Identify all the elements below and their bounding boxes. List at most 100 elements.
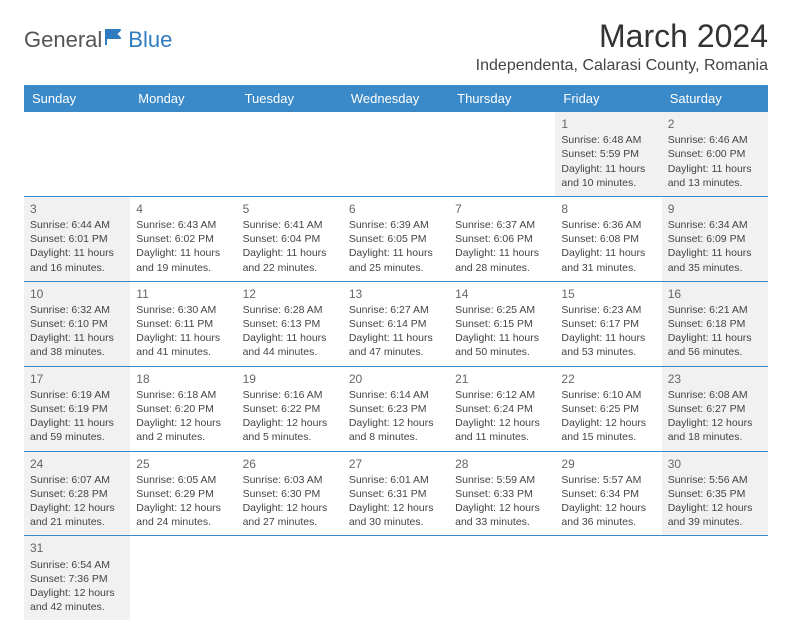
- daylight-text: Daylight: 12 hours and 5 minutes.: [243, 416, 337, 444]
- day-cell: 19Sunrise: 6:16 AMSunset: 6:22 PMDayligh…: [237, 367, 343, 451]
- sunset-text: Sunset: 6:04 PM: [243, 232, 337, 246]
- day-number: 23: [668, 371, 762, 387]
- day-cell: 24Sunrise: 6:07 AMSunset: 6:28 PMDayligh…: [24, 452, 130, 536]
- sunset-text: Sunset: 6:20 PM: [136, 402, 230, 416]
- day-cell: 17Sunrise: 6:19 AMSunset: 6:19 PMDayligh…: [24, 367, 130, 451]
- day-number: 28: [455, 456, 549, 472]
- sunrise-text: Sunrise: 6:54 AM: [30, 558, 124, 572]
- day-number: 21: [455, 371, 549, 387]
- sunset-text: Sunset: 6:33 PM: [455, 487, 549, 501]
- sunrise-text: Sunrise: 6:05 AM: [136, 473, 230, 487]
- daylight-text: Daylight: 11 hours and 59 minutes.: [30, 416, 124, 444]
- sunrise-text: Sunrise: 6:30 AM: [136, 303, 230, 317]
- day-cell: 20Sunrise: 6:14 AMSunset: 6:23 PMDayligh…: [343, 367, 449, 451]
- day-cell: 23Sunrise: 6:08 AMSunset: 6:27 PMDayligh…: [662, 367, 768, 451]
- daylight-text: Daylight: 11 hours and 44 minutes.: [243, 331, 337, 359]
- sunrise-text: Sunrise: 6:46 AM: [668, 133, 762, 147]
- sunrise-text: Sunrise: 6:43 AM: [136, 218, 230, 232]
- day-number: 1: [561, 116, 655, 132]
- daylight-text: Daylight: 12 hours and 42 minutes.: [30, 586, 124, 614]
- sunset-text: Sunset: 6:11 PM: [136, 317, 230, 331]
- logo: General Blue: [24, 18, 172, 53]
- week-row: 10Sunrise: 6:32 AMSunset: 6:10 PMDayligh…: [24, 282, 768, 367]
- sunrise-text: Sunrise: 6:25 AM: [455, 303, 549, 317]
- day-header-row: SundayMondayTuesdayWednesdayThursdayFrid…: [24, 85, 768, 112]
- sunrise-text: Sunrise: 6:14 AM: [349, 388, 443, 402]
- day-number: 7: [455, 201, 549, 217]
- day-cell: 8Sunrise: 6:36 AMSunset: 6:08 PMDaylight…: [555, 197, 661, 281]
- sunset-text: Sunset: 6:10 PM: [30, 317, 124, 331]
- day-number: 16: [668, 286, 762, 302]
- month-title: March 2024: [476, 18, 768, 55]
- day-number: 17: [30, 371, 124, 387]
- day-cell: 6Sunrise: 6:39 AMSunset: 6:05 PMDaylight…: [343, 197, 449, 281]
- day-number: 11: [136, 286, 230, 302]
- sunset-text: Sunset: 6:35 PM: [668, 487, 762, 501]
- sunset-text: Sunset: 6:02 PM: [136, 232, 230, 246]
- sunset-text: Sunset: 6:08 PM: [561, 232, 655, 246]
- sunset-text: Sunset: 6:18 PM: [668, 317, 762, 331]
- daylight-text: Daylight: 12 hours and 27 minutes.: [243, 501, 337, 529]
- day-cell: [449, 112, 555, 196]
- day-cell: 1Sunrise: 6:48 AMSunset: 5:59 PMDaylight…: [555, 112, 661, 196]
- sunset-text: Sunset: 6:06 PM: [455, 232, 549, 246]
- day-number: 13: [349, 286, 443, 302]
- day-number: 24: [30, 456, 124, 472]
- daylight-text: Daylight: 11 hours and 25 minutes.: [349, 246, 443, 274]
- day-header: Sunday: [24, 85, 130, 112]
- sunset-text: Sunset: 6:27 PM: [668, 402, 762, 416]
- sunrise-text: Sunrise: 6:23 AM: [561, 303, 655, 317]
- day-number: 18: [136, 371, 230, 387]
- sunrise-text: Sunrise: 5:59 AM: [455, 473, 549, 487]
- sunrise-text: Sunrise: 5:57 AM: [561, 473, 655, 487]
- day-cell: [24, 112, 130, 196]
- sunrise-text: Sunrise: 6:16 AM: [243, 388, 337, 402]
- sunset-text: Sunset: 6:17 PM: [561, 317, 655, 331]
- day-number: 6: [349, 201, 443, 217]
- day-header: Wednesday: [343, 85, 449, 112]
- day-cell: 21Sunrise: 6:12 AMSunset: 6:24 PMDayligh…: [449, 367, 555, 451]
- day-cell: 29Sunrise: 5:57 AMSunset: 6:34 PMDayligh…: [555, 452, 661, 536]
- day-cell: [237, 112, 343, 196]
- daylight-text: Daylight: 12 hours and 33 minutes.: [455, 501, 549, 529]
- day-number: 14: [455, 286, 549, 302]
- sunrise-text: Sunrise: 5:56 AM: [668, 473, 762, 487]
- week-row: 3Sunrise: 6:44 AMSunset: 6:01 PMDaylight…: [24, 197, 768, 282]
- title-block: March 2024 Independenta, Calarasi County…: [476, 18, 768, 75]
- sunrise-text: Sunrise: 6:28 AM: [243, 303, 337, 317]
- sunset-text: Sunset: 5:59 PM: [561, 147, 655, 161]
- day-cell: 2Sunrise: 6:46 AMSunset: 6:00 PMDaylight…: [662, 112, 768, 196]
- day-cell: [343, 536, 449, 620]
- week-row: 31Sunrise: 6:54 AMSunset: 7:36 PMDayligh…: [24, 536, 768, 620]
- day-number: 26: [243, 456, 337, 472]
- day-cell: 13Sunrise: 6:27 AMSunset: 6:14 PMDayligh…: [343, 282, 449, 366]
- sunset-text: Sunset: 6:19 PM: [30, 402, 124, 416]
- sunset-text: Sunset: 6:05 PM: [349, 232, 443, 246]
- daylight-text: Daylight: 11 hours and 10 minutes.: [561, 162, 655, 190]
- day-cell: 12Sunrise: 6:28 AMSunset: 6:13 PMDayligh…: [237, 282, 343, 366]
- daylight-text: Daylight: 12 hours and 24 minutes.: [136, 501, 230, 529]
- day-cell: 16Sunrise: 6:21 AMSunset: 6:18 PMDayligh…: [662, 282, 768, 366]
- daylight-text: Daylight: 11 hours and 22 minutes.: [243, 246, 337, 274]
- sunrise-text: Sunrise: 6:21 AM: [668, 303, 762, 317]
- daylight-text: Daylight: 12 hours and 30 minutes.: [349, 501, 443, 529]
- day-number: 2: [668, 116, 762, 132]
- daylight-text: Daylight: 11 hours and 53 minutes.: [561, 331, 655, 359]
- day-cell: 26Sunrise: 6:03 AMSunset: 6:30 PMDayligh…: [237, 452, 343, 536]
- day-cell: 10Sunrise: 6:32 AMSunset: 6:10 PMDayligh…: [24, 282, 130, 366]
- sunrise-text: Sunrise: 6:07 AM: [30, 473, 124, 487]
- sunset-text: Sunset: 6:34 PM: [561, 487, 655, 501]
- day-cell: 22Sunrise: 6:10 AMSunset: 6:25 PMDayligh…: [555, 367, 661, 451]
- day-number: 15: [561, 286, 655, 302]
- daylight-text: Daylight: 12 hours and 15 minutes.: [561, 416, 655, 444]
- day-cell: 5Sunrise: 6:41 AMSunset: 6:04 PMDaylight…: [237, 197, 343, 281]
- week-row: 17Sunrise: 6:19 AMSunset: 6:19 PMDayligh…: [24, 367, 768, 452]
- daylight-text: Daylight: 12 hours and 21 minutes.: [30, 501, 124, 529]
- weeks-container: 1Sunrise: 6:48 AMSunset: 5:59 PMDaylight…: [24, 112, 768, 620]
- sunrise-text: Sunrise: 6:32 AM: [30, 303, 124, 317]
- sunrise-text: Sunrise: 6:01 AM: [349, 473, 443, 487]
- day-header: Saturday: [662, 85, 768, 112]
- daylight-text: Daylight: 11 hours and 13 minutes.: [668, 162, 762, 190]
- sunset-text: Sunset: 6:22 PM: [243, 402, 337, 416]
- week-row: 24Sunrise: 6:07 AMSunset: 6:28 PMDayligh…: [24, 452, 768, 537]
